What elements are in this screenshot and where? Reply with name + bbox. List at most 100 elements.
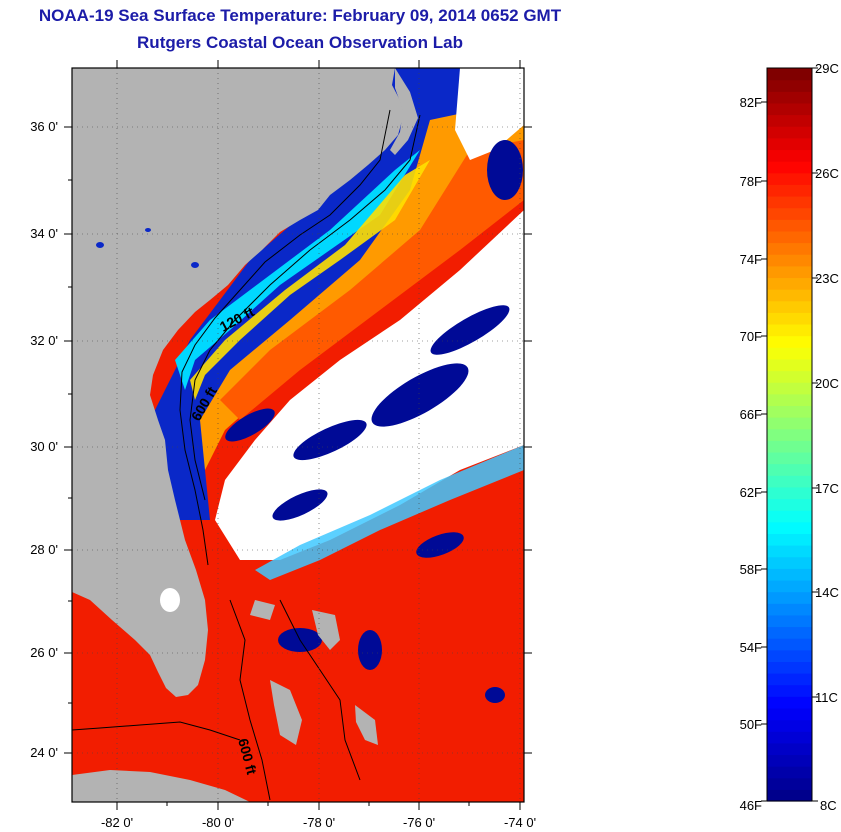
colorbar-step: [767, 451, 812, 465]
colorbar-step: [767, 126, 812, 139]
fahrenheit-label: 78F: [740, 174, 762, 189]
colorbar-step: [767, 219, 812, 232]
cloud-region: [215, 210, 524, 560]
colorbar-step: [767, 370, 812, 383]
colorbar-step: [767, 626, 812, 639]
colorbar-step: [767, 707, 812, 721]
gulf-stream-core: [220, 140, 524, 420]
colorbar-step: [767, 300, 812, 313]
colorbar-step: [767, 91, 812, 104]
colorbar-step: [767, 719, 812, 732]
fahrenheit-label: 62F: [740, 485, 762, 500]
celsius-label: 11C: [815, 690, 838, 705]
colorbar-step: [767, 102, 812, 116]
temperature-colorbar: [767, 68, 812, 802]
colorbar-step: [767, 545, 812, 558]
coastal-yellow: [190, 160, 430, 400]
colorbar-step: [767, 195, 812, 209]
outer-banks: [390, 68, 418, 155]
colorbar-step: [767, 428, 812, 441]
colorbar-step: [767, 114, 812, 127]
fahrenheit-label: 46F: [740, 798, 762, 813]
colorbar-step: [767, 463, 812, 476]
colorbar-step: [767, 382, 812, 395]
colorbar-step: [767, 742, 812, 756]
colorbar-step: [767, 393, 812, 407]
colorbar-step: [767, 649, 812, 662]
lat-label: 32 0': [30, 333, 58, 348]
lake-marker: [191, 262, 199, 268]
colorbar-step: [767, 323, 812, 337]
colorbar-step: [767, 172, 812, 185]
colorbar-step: [767, 754, 812, 767]
fahrenheit-labels: 82F 78F 74F 70F 66F 62F 58F 54F 50F 46F: [740, 95, 762, 813]
colorbar-step: [767, 731, 812, 744]
colorbar-step: [767, 230, 812, 244]
fahrenheit-label: 66F: [740, 407, 762, 422]
colorbar-step: [767, 184, 812, 197]
colorbar-step: [767, 521, 812, 534]
lat-label: 36 0': [30, 119, 58, 134]
colorbar-step: [767, 137, 812, 151]
colorbar-step: [767, 289, 812, 302]
map-ticks: [64, 60, 532, 810]
colorbar-step: [767, 440, 812, 453]
colorbar-step: [767, 638, 812, 651]
colorbar-step: [767, 684, 812, 697]
colorbar-step: [767, 149, 812, 162]
map-subtitle: Rutgers Coastal Ocean Observation Lab: [137, 33, 463, 52]
colorbar-step: [767, 358, 812, 372]
colorbar-step: [767, 254, 812, 267]
colorbar-step: [767, 79, 812, 92]
colorbar-step: [767, 68, 812, 81]
lat-label: 30 0': [30, 439, 58, 454]
coastal-cyan: [175, 150, 420, 390]
lat-label: 28 0': [30, 542, 58, 557]
land-bahamas: [250, 600, 378, 745]
lake-marker: [96, 242, 104, 248]
celsius-label: 23C: [815, 271, 839, 286]
lon-label: -78 0': [303, 815, 335, 830]
sst-map: [72, 68, 524, 802]
fahrenheit-label: 58F: [740, 562, 762, 577]
celsius-label: 20C: [815, 376, 839, 391]
colorbar-step: [767, 766, 812, 779]
colorbar-step: [767, 789, 812, 802]
lon-label: -76 0': [403, 815, 435, 830]
fahrenheit-label: 70F: [740, 329, 762, 344]
lon-label: -82 0': [101, 815, 133, 830]
colorbar-step: [767, 486, 812, 500]
fahrenheit-label: 74F: [740, 252, 762, 267]
colorbar-step: [767, 265, 812, 279]
celsius-label: 14C: [815, 585, 839, 600]
colorbar-step: [767, 614, 812, 628]
colorbar-step: [767, 556, 812, 569]
colorbar-step: [767, 242, 812, 255]
map-frame: [71, 67, 525, 803]
colorbar-step: [767, 335, 812, 348]
colorbar-step: [767, 161, 812, 174]
lat-label: 34 0': [30, 226, 58, 241]
celsius-label: 26C: [815, 166, 839, 181]
colorbar-step: [767, 591, 812, 604]
colorbar-step: [767, 475, 812, 488]
colorbar-step: [767, 417, 812, 430]
latitude-labels: 36 0' 34 0' 32 0' 30 0' 28 0' 26 0' 24 0…: [30, 119, 58, 760]
celsius-label: 29C: [815, 61, 839, 76]
lon-label: -80 0': [202, 815, 234, 830]
lake-okeechobee: [160, 588, 180, 612]
colorbar-step: [767, 661, 812, 674]
fahrenheit-label: 54F: [740, 640, 762, 655]
colorbar-step: [767, 498, 812, 511]
colorbar-step: [767, 568, 812, 581]
colorbar-step: [767, 696, 812, 709]
celsius-label: 17C: [815, 481, 839, 496]
cloud-north: [455, 68, 524, 160]
colorbar-step: [767, 510, 812, 523]
longitude-labels: -82 0' -80 0' -78 0' -76 0' -74 0': [101, 815, 536, 830]
colorbar-step: [767, 673, 812, 686]
depth-contours: [72, 109, 421, 801]
lake-marker: [145, 228, 151, 232]
colorbar-step: [767, 405, 812, 418]
cold-patches: [225, 140, 523, 703]
